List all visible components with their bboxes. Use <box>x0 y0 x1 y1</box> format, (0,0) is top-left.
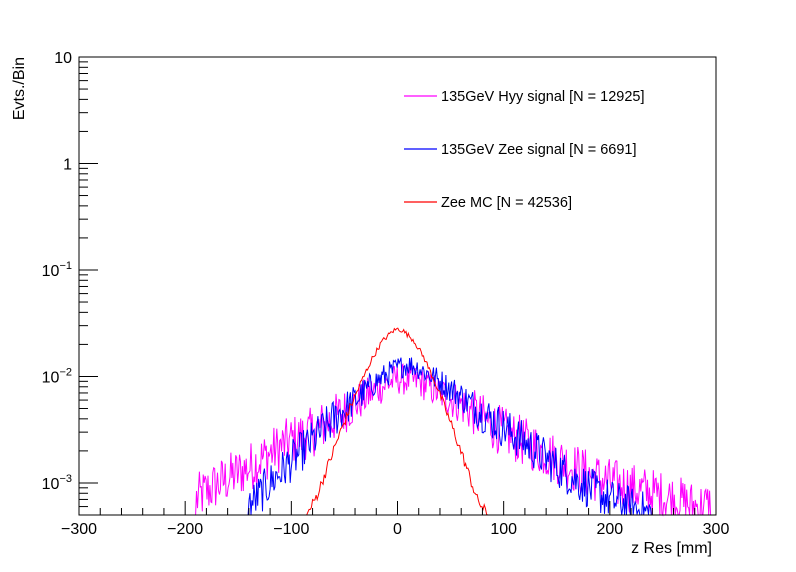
x-tick-label: 300 <box>703 521 730 538</box>
legend-entry-1: 135GeV Hyy signal [N = 12925] <box>441 89 645 105</box>
y-tick-label: 10−3 <box>42 473 72 493</box>
x-tick-label: −200 <box>167 521 203 538</box>
y-axis-label: Evts./Bin <box>11 57 28 120</box>
x-tick-label: 0 <box>393 521 402 538</box>
legend-entry-2: 135GeV Zee signal [N = 6691] <box>441 142 636 158</box>
legend-entry-3: Zee MC [N = 42536] <box>441 195 572 211</box>
plot-frame <box>78 56 717 516</box>
y-tick-label: 10 <box>54 50 72 67</box>
y-tick-label: 10−2 <box>42 366 72 386</box>
x-tick-label: 100 <box>490 521 517 538</box>
x-tick-label: −100 <box>273 521 309 538</box>
legend: 135GeV Hyy signal [N = 12925] 135GeV Zee … <box>404 89 645 211</box>
series-layer <box>79 327 716 517</box>
y-tick-label: 1 <box>63 156 72 173</box>
x-axis-label: z Res [mm] <box>631 540 712 557</box>
series-line-2 <box>79 357 716 516</box>
x-tick-label: −300 <box>61 521 97 538</box>
y-tick-label: 10−1 <box>42 260 72 280</box>
x-tick-label: 200 <box>596 521 623 538</box>
axis-layer: −300 −200 −100 0 100 200 300 10 1 10−1 10−2 10−3 <box>42 50 730 538</box>
